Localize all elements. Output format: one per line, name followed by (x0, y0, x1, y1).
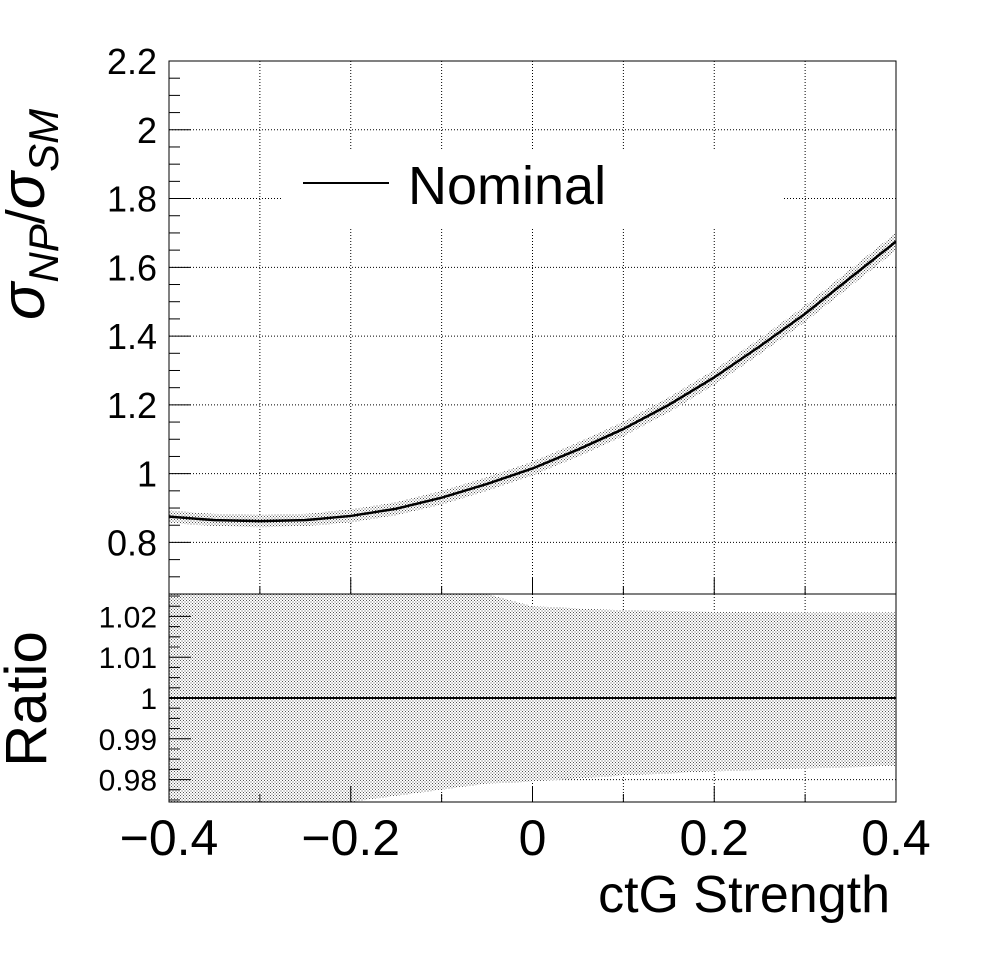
main-ytick-label-5: 1.8 (107, 179, 157, 220)
main-ytick-label-0: 0.8 (107, 522, 157, 563)
ratio-ytick-label-0: 0.98 (99, 765, 157, 798)
main-ytick-label-7: 2.2 (107, 41, 157, 82)
nominal-line (169, 240, 896, 523)
xtick-label-3: 0.2 (679, 810, 749, 866)
main-y-tick-labels: 0.8 1 1.2 1.4 1.6 1.8 2 2.2 (107, 41, 157, 563)
ratio-ytick-label-3: 1.01 (99, 642, 157, 675)
main-ytick-label-6: 2 (137, 110, 157, 151)
ratio-y-axis-title: Ratio (0, 631, 59, 766)
main-ytick-label-2: 1.2 (107, 385, 157, 426)
legend-label-nominal: Nominal (408, 156, 606, 216)
main-series-line (169, 240, 896, 523)
main-ytick-label-1: 1 (137, 454, 157, 495)
main-ytick-label-4: 1.6 (107, 247, 157, 288)
ratio-ytick-label-4: 1.02 (99, 601, 157, 634)
ratio-ytick-label-1: 0.99 (99, 724, 157, 757)
ratio-ytick-label-2: 1 (140, 683, 157, 716)
legend-box (282, 150, 782, 228)
main-panel: 0.8 1 1.2 1.4 1.6 1.8 2 2.2 Nominal σNP/σSM (0, 41, 897, 595)
x-tick-labels: −0.4 −0.2 0 0.2 0.4 (120, 810, 931, 866)
xtick-label-2: 0 (519, 810, 547, 866)
xtick-label-4: 0.4 (861, 810, 931, 866)
main-y-axis-title: σNP/σSM (0, 109, 67, 320)
main-ticks (168, 60, 897, 594)
legend: Nominal (282, 150, 782, 228)
xtick-label-0: −0.4 (120, 810, 219, 866)
xtick-label-1: −0.2 (301, 810, 400, 866)
x-axis-title: ctG Strength (598, 866, 890, 924)
main-ytick-label-3: 1.4 (107, 316, 157, 357)
ratio-ticks (168, 595, 897, 802)
ratio-y-tick-labels: 0.98 0.99 1 1.01 1.02 (99, 601, 157, 797)
